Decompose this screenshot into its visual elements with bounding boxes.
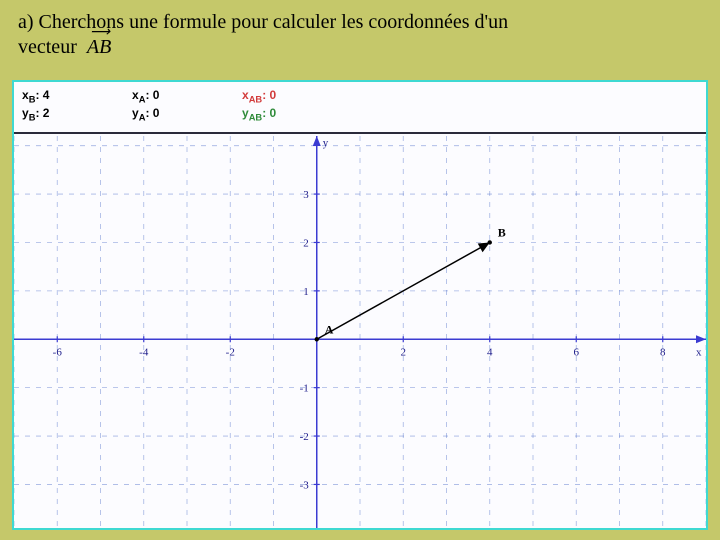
y-tick-label: -3 [300, 479, 310, 491]
param-row: xB: 4 xA: 0 xAB: 0 [22, 88, 698, 104]
x-tick-label: -6 [53, 346, 63, 358]
param-cell: yB: 2 [22, 106, 82, 122]
plot-svg: x y -6 -4 -2 2 4 6 8 -3 -2 -1 1 2 3 A B [14, 136, 706, 528]
y-axis-label: y [323, 137, 329, 149]
y-tick-label: -2 [300, 431, 309, 443]
x-tick-label: 4 [487, 346, 493, 358]
graph-frame: xB: 4 xA: 0 xAB: 0 yB: 2 yA: 0 yAB: 0 x y -6 -4 -… [12, 80, 708, 530]
x-tick-label: -2 [226, 346, 235, 358]
x-tick-label: 6 [574, 346, 580, 358]
x-axis-arrow-icon [696, 335, 706, 343]
x-tick-label: -4 [139, 346, 149, 358]
heading-line2-prefix: vecteur [18, 36, 77, 58]
page: a) Cherchons une formule pour calculer l… [0, 0, 720, 540]
y-axis-arrow-icon [313, 136, 321, 146]
point-B [488, 240, 492, 244]
param-cell: xB: 4 [22, 88, 82, 104]
x-tick-label: 2 [401, 346, 407, 358]
point-label-A: A [325, 322, 334, 336]
y-tick-label: -1 [300, 383, 309, 395]
point-A [315, 337, 319, 341]
param-cell: yA: 0 [132, 106, 192, 122]
param-cell: yAB: 0 [242, 106, 302, 122]
point-label-B: B [498, 225, 506, 239]
heading-text: a) Cherchons une formule pour calculer l… [18, 10, 702, 60]
y-tick-label: 1 [303, 286, 309, 298]
param-cell: xAB: 0 [242, 88, 302, 104]
y-tick-label: 3 [303, 189, 309, 201]
param-row: yB: 2 yA: 0 yAB: 0 [22, 106, 698, 122]
parameter-bar: xB: 4 xA: 0 xAB: 0 yB: 2 yA: 0 yAB: 0 [14, 82, 706, 134]
vector-symbol-AB: ⟶ AB [87, 35, 111, 60]
y-tick-label: 2 [303, 237, 309, 249]
param-cell: xA: 0 [132, 88, 192, 104]
x-axis-label: x [696, 346, 702, 358]
vector-arrow-icon: ⟶ [87, 24, 111, 42]
x-tick-label: 8 [660, 346, 666, 358]
